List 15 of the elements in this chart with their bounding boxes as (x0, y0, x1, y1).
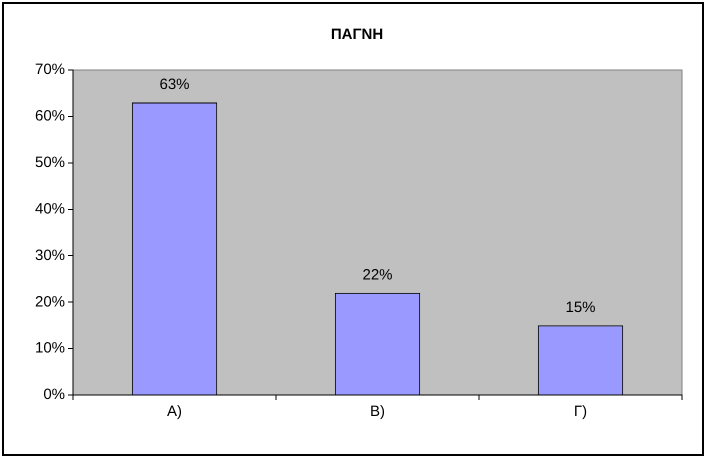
x-tick-label: B) (370, 403, 386, 420)
y-tick-label: 30% (34, 246, 66, 264)
y-tick-label: 60% (34, 108, 66, 125)
data-label: 15% (565, 299, 596, 316)
data-label: 22% (362, 266, 393, 284)
y-tick-label: 10% (34, 340, 66, 357)
chart-title: ΠΑΓΝΗ (330, 26, 384, 44)
y-tick-label: 70% (34, 61, 66, 78)
y-tick-label: 50% (34, 154, 66, 171)
x-tick-label: Γ) (574, 403, 588, 420)
y-tick-label: 0% (43, 386, 66, 404)
data-label: 63% (160, 76, 190, 94)
x-tick-label: A) (167, 403, 182, 420)
y-tick-label: 40% (34, 200, 66, 218)
y-tick-label: 20% (34, 293, 66, 310)
